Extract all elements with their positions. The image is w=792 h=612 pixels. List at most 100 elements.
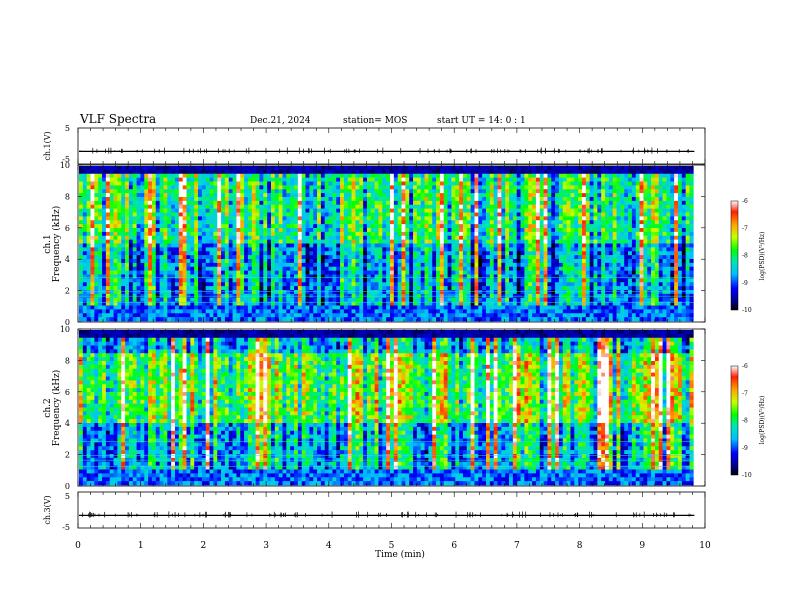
spectrogram-cell	[340, 224, 345, 229]
spectrogram-cell	[190, 181, 195, 186]
spectrogram-cell	[102, 313, 107, 318]
spectrogram-cell	[516, 301, 521, 306]
spectrogram-cell	[267, 185, 272, 190]
spectrogram-cell	[259, 166, 264, 171]
spectrogram-cell	[125, 177, 130, 182]
spectrogram-cell	[282, 220, 287, 225]
spectrogram-cell	[213, 274, 218, 279]
spectrogram-cell	[393, 247, 398, 252]
spectrogram-cell	[294, 313, 299, 318]
spectrogram-cell	[201, 290, 207, 295]
spectrogram-cell	[528, 278, 533, 283]
spectrogram-cell	[274, 189, 279, 194]
spectrogram-cell	[274, 235, 279, 240]
spectrogram-cell	[359, 235, 364, 240]
spectrogram-cell	[520, 224, 525, 229]
spectrogram-cell	[236, 200, 241, 206]
spectrogram-cell	[294, 297, 299, 302]
spectrogram-cell	[482, 197, 487, 202]
spectrogram-cell	[355, 193, 360, 198]
spectrogram-cell	[105, 181, 111, 186]
spectrogram-cell	[136, 231, 141, 237]
spectrogram-cell	[209, 177, 214, 182]
spectrogram-cell	[132, 297, 137, 302]
spectrogram-cell	[501, 208, 506, 213]
spectrogram-cell	[405, 212, 410, 217]
spectrogram-cell	[336, 270, 341, 275]
spectrogram-cell	[409, 259, 414, 264]
spectrogram-cell	[420, 317, 425, 322]
spectrogram-cell	[501, 317, 506, 322]
spectrogram-cell	[286, 166, 291, 171]
spectrogram-cell	[397, 204, 402, 209]
spectrogram-cell	[90, 235, 95, 240]
spectrogram-cell	[451, 290, 456, 295]
spectrogram-cell	[113, 243, 118, 248]
spectrogram-cell	[305, 189, 310, 194]
spectrogram-cell	[320, 301, 326, 306]
spectrogram-cell	[351, 259, 356, 264]
spectrogram-cell	[267, 166, 272, 171]
spectrogram-cell	[505, 290, 510, 295]
spectrogram-cell	[482, 255, 487, 260]
spectrogram-cell	[178, 251, 183, 256]
spectrogram-cell	[409, 181, 414, 186]
spectrogram-cell	[359, 173, 364, 178]
spectrogram-cell	[148, 216, 153, 221]
spectrogram-cell	[366, 228, 372, 233]
spectrogram-cell	[151, 259, 157, 264]
spectrogram-cell	[436, 193, 441, 198]
spectrogram-cell	[420, 197, 425, 202]
spectrogram-cell	[532, 317, 537, 322]
spectrogram-cell	[351, 216, 356, 221]
spectrogram-cell	[528, 274, 533, 279]
spectrogram-cell	[524, 204, 529, 209]
spectrogram-cell	[305, 185, 310, 190]
spectrogram-cell	[286, 169, 291, 175]
spectrogram-cell	[393, 317, 398, 322]
spectrogram-cell	[397, 166, 402, 171]
spectrogram-cell	[466, 290, 471, 295]
spectrogram-cell	[79, 313, 84, 318]
spectrogram-cell	[401, 251, 406, 256]
spectrogram-cell	[309, 204, 314, 209]
spectrogram-cell	[436, 208, 441, 213]
spectrogram-cell	[294, 197, 299, 202]
spectrogram-cell	[228, 274, 233, 279]
spectrogram-cell	[405, 317, 410, 322]
spectrogram-cell	[466, 216, 471, 221]
spectrogram-cell	[532, 247, 537, 252]
spectrogram-cell	[451, 262, 456, 268]
spectrogram-cell	[228, 255, 233, 260]
spectrogram-cell	[113, 239, 118, 244]
spectrogram-cell	[390, 313, 395, 318]
spectrogram-cell	[432, 305, 437, 310]
spectrogram-cell	[136, 239, 141, 244]
spectrogram-cell	[297, 200, 302, 206]
spectrogram-cell	[148, 309, 153, 314]
spectrogram-cell	[132, 270, 137, 275]
spectrogram-cell	[501, 177, 506, 182]
spectrogram-cell	[102, 181, 107, 186]
spectrogram-cell	[320, 231, 326, 237]
spectrogram-cell	[236, 305, 241, 310]
spectrogram-cell	[86, 169, 91, 175]
spectrogram-cell	[439, 212, 445, 217]
spectrogram-cell	[416, 235, 422, 240]
spectrogram-cell	[117, 239, 122, 244]
spectrogram-cell	[347, 231, 352, 237]
spectrogram-cell	[493, 286, 498, 291]
start-time-label: start UT = 14: 0 : 1	[437, 116, 526, 126]
spectrogram-cell	[255, 185, 260, 190]
spectrogram-cell	[144, 166, 149, 171]
spectrogram-cell	[140, 177, 145, 182]
spectrogram-cell	[98, 239, 103, 244]
spectrogram-cell	[505, 208, 510, 213]
spectrogram-cell	[401, 278, 406, 283]
spectrogram-cell	[121, 185, 126, 190]
spectrogram-cell	[317, 197, 322, 202]
spectrogram-cell	[113, 220, 118, 225]
spectrogram-cell	[282, 193, 287, 198]
spectrogram-cell	[405, 231, 410, 237]
spectrogram-cell	[482, 274, 487, 279]
